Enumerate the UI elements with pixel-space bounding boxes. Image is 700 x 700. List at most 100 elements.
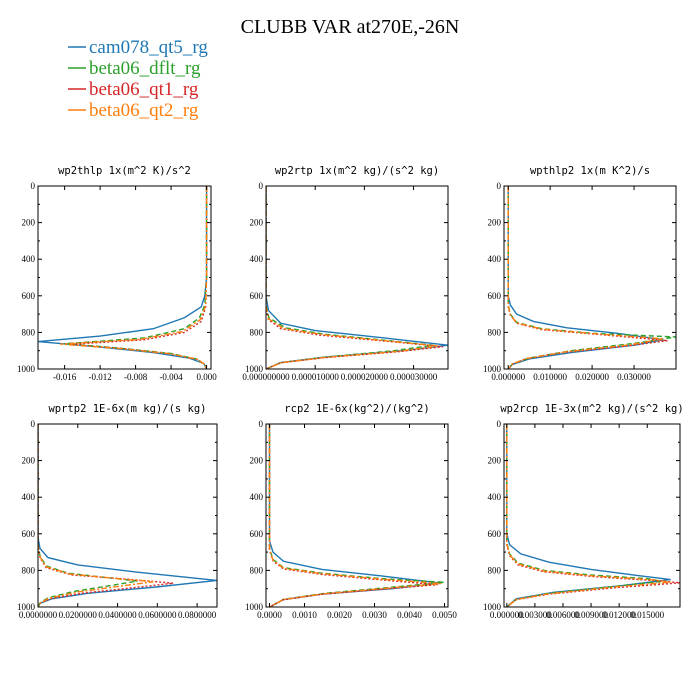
y-tick-label: 1000 bbox=[245, 602, 264, 612]
panel-4: wprtp2 1E-6x(m kg)/(s kg) 0 200 400 600 800 10… bbox=[17, 403, 218, 620]
y-tick-label: 800 bbox=[250, 565, 264, 575]
y-tick-label: 600 bbox=[22, 291, 36, 301]
x-tick-label: -0.016 bbox=[53, 372, 77, 382]
y-tick-label: 600 bbox=[250, 529, 264, 539]
x-tick-label: 0.0400000 bbox=[98, 610, 137, 620]
y-tick-label: 200 bbox=[488, 218, 502, 228]
y-tick-label: 400 bbox=[488, 254, 502, 264]
series-line-beta06_dflt_rg bbox=[266, 186, 434, 369]
series-group bbox=[506, 424, 680, 607]
y-tick-label: 0 bbox=[259, 181, 264, 191]
figure-title: CLUBB VAR at270E,-26N bbox=[241, 16, 460, 38]
plot-frame bbox=[265, 423, 449, 608]
series-line-beta06_qt1_rg bbox=[38, 424, 174, 607]
series-line-beta06_qt1_rg bbox=[68, 186, 208, 369]
x-tick-label: -0.004 bbox=[159, 372, 183, 382]
x-tick-label: -0.008 bbox=[124, 372, 148, 382]
x-tick-label: 0.003000 bbox=[518, 610, 552, 620]
legend-entry: beta06_qt1_rg bbox=[89, 79, 199, 100]
y-tick-label: 200 bbox=[22, 456, 36, 466]
series-line-cam078_qt5_rg bbox=[507, 186, 664, 369]
series-line-beta06_qt2_rg bbox=[506, 424, 671, 607]
x-tick-label: 0.012000 bbox=[602, 610, 636, 620]
panel-title: wp2rtp 1x(m^2 kg)/(s^2 kg) bbox=[275, 165, 439, 177]
y-tick-label: 0 bbox=[31, 419, 36, 429]
series-group bbox=[507, 186, 676, 369]
x-tick-label: 0.0040 bbox=[397, 610, 422, 620]
y-tick-label: 0 bbox=[497, 419, 502, 429]
x-tick-label: 0.000000000 bbox=[242, 372, 290, 382]
x-tick-label: 0.0600000 bbox=[138, 610, 177, 620]
series-line-beta06_qt2_rg bbox=[60, 186, 208, 369]
x-tick-label: 0.0030 bbox=[362, 610, 387, 620]
panel-title: rcp2 1E-6x(kg^2)/(kg^2) bbox=[284, 403, 429, 415]
x-tick-label: 0.020000 bbox=[575, 372, 609, 382]
y-tick-label: 200 bbox=[488, 456, 502, 466]
y-tick-label: 600 bbox=[22, 529, 36, 539]
y-tick-label: 400 bbox=[488, 492, 502, 502]
panel-5: rcp2 1E-6x(kg^2)/(kg^2) 0 200 400 600 800 1000… bbox=[245, 403, 457, 620]
panel-6: wp2rcp 1E-3x(m^2 kg)/(s^2 kg) 0 200 400 600 8… bbox=[483, 403, 684, 620]
series-line-cam078_qt5_rg bbox=[38, 186, 208, 369]
y-tick-label: 1000 bbox=[17, 602, 36, 612]
series-group bbox=[268, 424, 445, 607]
x-tick-label: 0.000000 bbox=[491, 372, 525, 382]
x-tick-label: 0.0000 bbox=[257, 610, 282, 620]
x-tick-label: 0.0200000 bbox=[59, 610, 98, 620]
x-tick-label: 0.030000 bbox=[617, 372, 651, 382]
x-tick-label: -0.012 bbox=[88, 372, 111, 382]
y-tick-label: 600 bbox=[250, 291, 264, 301]
y-tick-label: 400 bbox=[22, 254, 36, 264]
x-tick-label: 0.006000 bbox=[546, 610, 580, 620]
panel-1: wp2thlp 1x(m^2 K)/s^2 0 200 400 600 800 1000 -0… bbox=[17, 165, 217, 382]
panel-3: wpthlp2 1x(m K^2)/s 0 200 400 600 800 10000.00… bbox=[483, 165, 677, 382]
y-tick-label: 400 bbox=[22, 492, 36, 502]
x-tick-label: 0.0020 bbox=[327, 610, 352, 620]
y-tick-label: 600 bbox=[488, 291, 502, 301]
y-tick-label: 400 bbox=[250, 492, 264, 502]
x-tick-label: 0.000020000 bbox=[341, 372, 389, 382]
x-tick-label: 0.0050 bbox=[432, 610, 457, 620]
series-line-beta06_qt2_rg bbox=[38, 424, 154, 607]
x-tick-label: 0.000030000 bbox=[390, 372, 438, 382]
panel-title: wp2thlp 1x(m^2 K)/s^2 bbox=[58, 165, 191, 177]
y-tick-label: 200 bbox=[250, 218, 264, 228]
legend-entry: beta06_dflt_rg bbox=[89, 58, 201, 79]
series-line-cam078_qt5_rg bbox=[38, 424, 217, 607]
y-tick-label: 0 bbox=[259, 419, 264, 429]
y-tick-label: 1000 bbox=[483, 364, 502, 374]
y-tick-label: 1000 bbox=[17, 364, 36, 374]
series-line-beta06_dflt_rg bbox=[64, 186, 208, 369]
y-tick-label: 800 bbox=[22, 327, 36, 337]
panel-2: wp2rtp 1x(m^2 kg)/(s^2 kg) 0 200 400 600 800 1… bbox=[242, 165, 449, 382]
y-tick-label: 800 bbox=[488, 327, 502, 337]
y-tick-label: 0 bbox=[497, 181, 502, 191]
panel-title: wprtp2 1E-6x(m kg)/(s kg) bbox=[48, 403, 206, 415]
y-tick-label: 800 bbox=[250, 327, 264, 337]
y-tick-label: 600 bbox=[488, 529, 502, 539]
x-tick-label: 0.009000 bbox=[574, 610, 608, 620]
series-group bbox=[266, 186, 448, 369]
series-group bbox=[38, 424, 217, 607]
series-line-cam078_qt5_rg bbox=[266, 186, 448, 369]
series-line-beta06_dflt_rg bbox=[38, 424, 138, 607]
y-tick-label: 800 bbox=[488, 565, 502, 575]
panel-grid: wp2thlp 1x(m^2 K)/s^2 0 200 400 600 800 1000 -0… bbox=[17, 165, 684, 620]
series-line-beta06_qt2_rg bbox=[507, 186, 664, 369]
panel-title: wp2rcp 1E-3x(m^2 kg)/(s^2 kg) bbox=[500, 403, 683, 415]
legend-entry: beta06_qt2_rg bbox=[89, 100, 199, 121]
y-tick-label: 1000 bbox=[483, 602, 502, 612]
x-tick-label: 0.010000 bbox=[533, 372, 567, 382]
series-line-beta06_qt2_rg bbox=[268, 424, 442, 607]
y-tick-label: 800 bbox=[22, 565, 36, 575]
legend-entry: cam078_qt5_rg bbox=[89, 37, 208, 58]
legend: cam078_qt5_rgbeta06_dflt_rgbeta06_qt1_rg… bbox=[68, 37, 208, 121]
x-tick-label: 0.0800000 bbox=[178, 610, 217, 620]
y-tick-label: 1000 bbox=[245, 364, 264, 374]
y-tick-label: 200 bbox=[250, 456, 264, 466]
panel-title: wpthlp2 1x(m K^2)/s bbox=[530, 165, 650, 177]
y-tick-label: 400 bbox=[250, 254, 264, 264]
x-tick-label: 0.015000 bbox=[630, 610, 664, 620]
x-tick-label: 0.000010000 bbox=[292, 372, 340, 382]
